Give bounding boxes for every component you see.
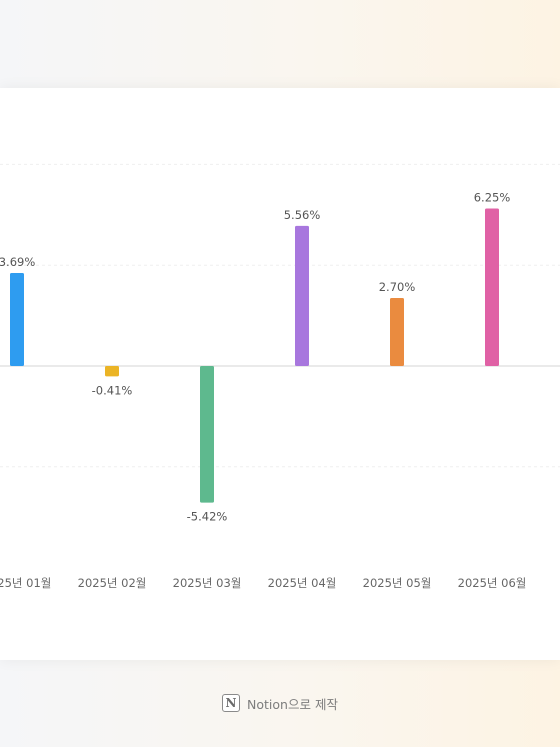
x-tick-label: 2025년 05월: [363, 576, 432, 590]
bar: [295, 225, 309, 366]
made-with-notion-text: Notion으로 제작: [247, 696, 338, 712]
data-label: 6.25%: [474, 191, 511, 205]
x-tick-label: 2025년 04월: [268, 576, 337, 590]
chart-card: 3.69% 2025년 01월 -0.41% 2025년 02월 -5.42% 2025년…: [0, 88, 560, 660]
data-label: 5.56%: [284, 208, 321, 222]
bar-chart: 3.69% 2025년 01월 -0.41% 2025년 02월 -5.42% 2025년…: [0, 163, 560, 590]
notion-icon: N: [222, 694, 241, 712]
x-tick-label: 2025년 02월: [78, 576, 147, 590]
data-label: -5.42%: [187, 510, 228, 524]
bar: [10, 273, 24, 366]
footer[interactable]: N Notion으로 제작: [0, 692, 560, 714]
bar: [200, 366, 214, 503]
bar: [485, 208, 499, 366]
data-label: -0.41%: [92, 383, 133, 397]
x-tick-label: 2025년 06월: [458, 576, 527, 590]
bar: [390, 297, 404, 366]
bar: [105, 366, 119, 377]
data-label: 3.69%: [0, 255, 35, 269]
data-label: 2.70%: [379, 280, 416, 294]
x-tick-label: 2025년 01월: [0, 576, 51, 590]
x-tick-label: 2025년 03월: [173, 576, 242, 590]
